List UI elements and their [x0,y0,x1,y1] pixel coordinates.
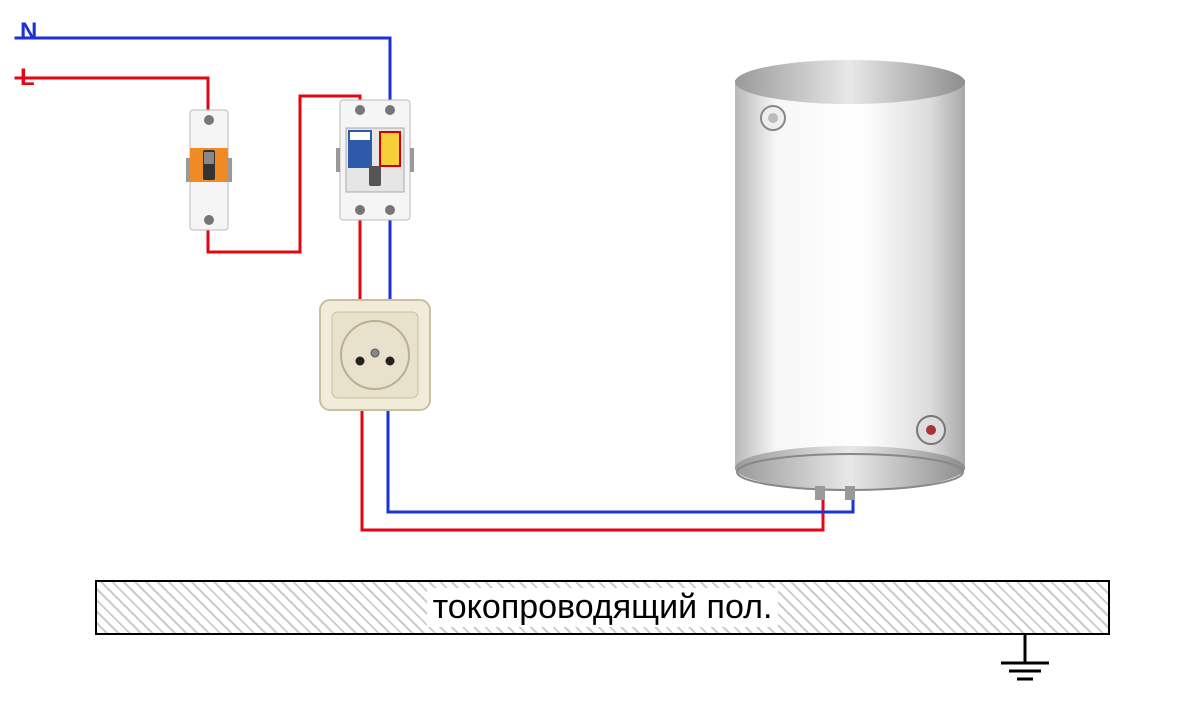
line-label: L [20,64,35,92]
wiring-diagram: N L токопроводящий пол. [0,0,1200,704]
conductive-floor: токопроводящий пол. [95,580,1110,635]
floor-label: токопроводящий пол. [427,588,779,627]
water-heater [735,60,965,500]
wall-socket [320,300,430,410]
circuit-breaker [186,110,232,230]
ground-symbol [1001,635,1049,679]
rcd-device [336,100,414,220]
neutral-label: N [20,18,37,46]
